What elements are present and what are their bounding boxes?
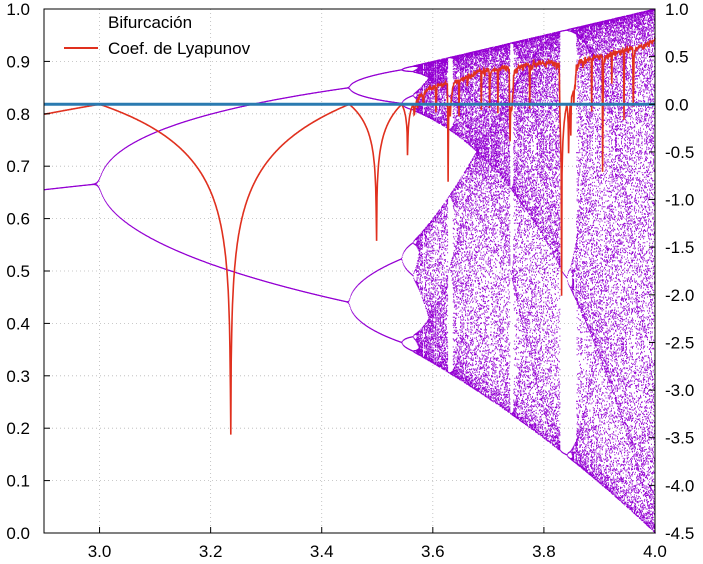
x-tick-label: 3.6	[421, 542, 445, 561]
legend-label-lyapunov: Coef. de Lyapunov	[108, 39, 251, 58]
x-tick-label: 3.0	[88, 542, 112, 561]
right-tick-label: -1.0	[665, 191, 694, 210]
x-tick-label: 3.8	[532, 542, 556, 561]
left-tick-label: 0.3	[6, 367, 30, 386]
right-tick-label: 0.5	[665, 48, 689, 67]
right-axis-ticks: -4.5 -4.0 -3.5 -3.0 -2.5 -2.0 -1.5 -1.0 -0.5 0.0 0…	[649, 0, 694, 543]
right-tick-label: -1.5	[665, 238, 694, 257]
right-tick-label: -0.5	[665, 143, 694, 162]
legend-label-bifurcation: Bifurcación	[108, 13, 192, 32]
x-axis-ticks: 3.0 3.2 3.4 3.6 3.8 4.0	[88, 527, 667, 561]
left-tick-label: 0.8	[6, 105, 30, 124]
lyapunov-line	[43, 37, 656, 435]
x-tick-label: 3.2	[199, 542, 223, 561]
right-tick-label: -3.0	[665, 381, 694, 400]
lyapunov-series	[43, 37, 656, 435]
right-tick-label: 1.0	[665, 0, 689, 19]
grid-lines	[44, 8, 656, 534]
left-tick-label: 0.4	[6, 314, 30, 333]
right-tick-label: -2.5	[665, 333, 694, 352]
right-tick-label: -3.5	[665, 429, 694, 448]
left-tick-label: 0.5	[6, 262, 30, 281]
left-tick-label: 0.2	[6, 419, 30, 438]
left-tick-label: 0.9	[6, 52, 30, 71]
x-tick-label: 4.0	[643, 542, 667, 561]
plot-frame	[43, 8, 656, 534]
left-axis-ticks: 0.0 0.1 0.2 0.3 0.4 0.5 0.6 0.7 0.8 0.9 1.0	[6, 0, 50, 543]
left-tick-label: 0.1	[6, 472, 30, 491]
right-tick-label: -4.0	[665, 476, 694, 495]
right-tick-label: -2.0	[665, 286, 694, 305]
left-tick-label: 0.0	[6, 524, 30, 543]
x-tick-label: 3.4	[310, 542, 334, 561]
left-tick-label: 0.7	[6, 157, 30, 176]
left-tick-label: 1.0	[6, 0, 30, 19]
right-tick-label: 0.0	[665, 95, 689, 114]
right-tick-label: -4.5	[665, 524, 694, 543]
left-tick-label: 0.6	[6, 210, 30, 229]
legend: Bifurcación Coef. de Lyapunov	[64, 13, 251, 58]
